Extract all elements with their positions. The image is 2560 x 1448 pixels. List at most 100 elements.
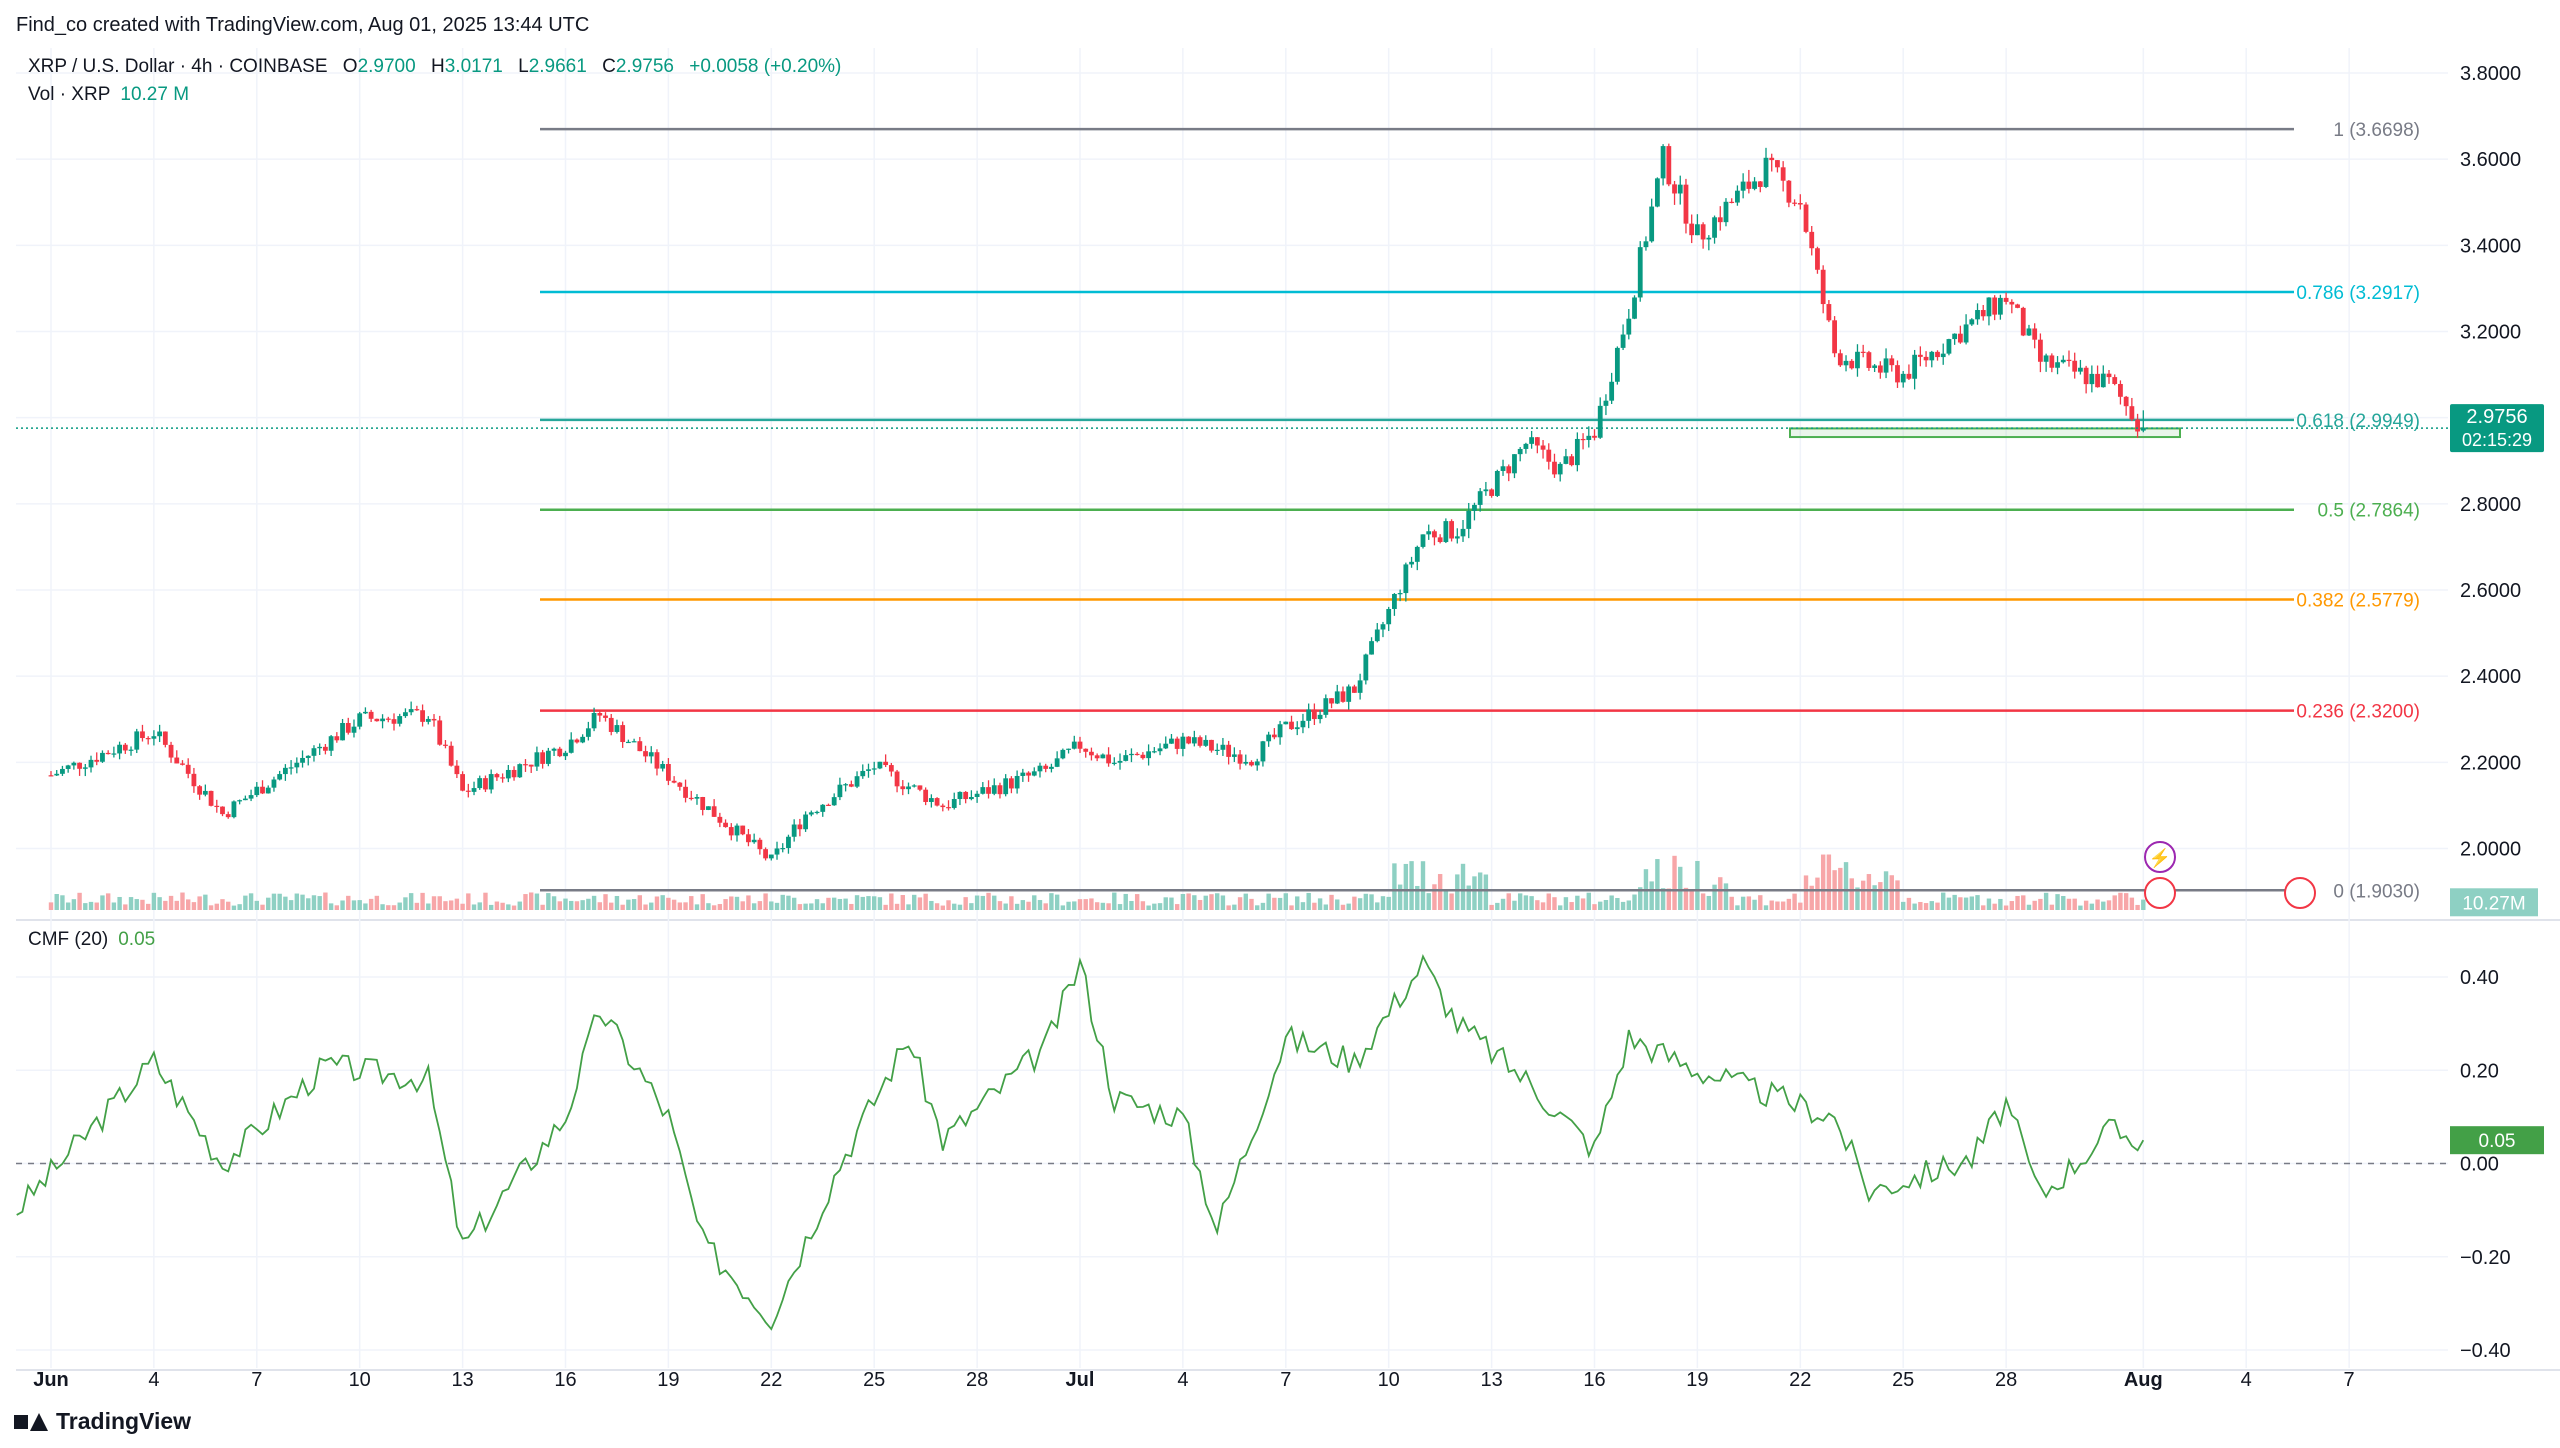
volume-bar <box>717 904 723 910</box>
volume-bar <box>2061 896 2066 910</box>
candle-body <box>122 744 128 751</box>
candle-body <box>231 801 237 818</box>
candle-body <box>1786 180 1792 203</box>
candle-body <box>1849 360 1855 369</box>
candle-body <box>808 812 814 815</box>
volume-bar <box>517 901 522 910</box>
volume-bar <box>1386 896 1391 910</box>
candle-body <box>1066 748 1071 750</box>
candle-body <box>168 744 174 758</box>
volume-bar <box>900 895 905 910</box>
fib-level-label: 1 (3.6698) <box>2333 120 2420 141</box>
candle-body <box>2140 428 2146 431</box>
candle-body <box>323 746 328 751</box>
candle-body <box>1026 772 1031 776</box>
candle-body <box>111 753 117 755</box>
candle-body <box>660 764 666 769</box>
volume-bar <box>1249 898 1254 910</box>
fib-level-label: 0.382 (2.5779) <box>2296 591 2420 612</box>
candle-body <box>963 791 969 800</box>
volume-bar <box>1826 854 1832 910</box>
volume-bar <box>580 900 585 910</box>
volume-bar <box>2089 903 2095 910</box>
volume-bar <box>460 903 465 910</box>
candle-body <box>1546 449 1552 462</box>
candle-body <box>717 816 723 823</box>
volume-bar <box>1009 896 1014 910</box>
candle-body <box>1843 360 1849 366</box>
volume-bar <box>391 905 397 910</box>
volume-bar <box>1620 901 1626 910</box>
volume-bar <box>2141 899 2146 910</box>
candle-body <box>1643 241 1649 248</box>
volume-bar <box>1169 897 1174 910</box>
candle-body <box>414 709 420 711</box>
volume-bar <box>883 904 888 910</box>
volume-bar <box>1363 893 1369 910</box>
candle-body <box>471 788 477 792</box>
volume-bar <box>843 898 848 910</box>
volume-bar <box>380 904 385 910</box>
volume-bar <box>2129 897 2135 910</box>
candle-body <box>2078 367 2083 372</box>
volume-bar <box>1695 860 1700 910</box>
volume-bar <box>1763 905 1769 910</box>
cmf-value: 0.05 <box>118 929 156 950</box>
candle-body <box>1014 775 1020 789</box>
volume-bar <box>2083 900 2089 910</box>
candle-body <box>911 785 917 787</box>
candle-body <box>1289 721 1294 730</box>
candle-body <box>1637 247 1643 298</box>
candle-body <box>1832 320 1837 354</box>
candle-body <box>1826 304 1832 321</box>
candle-body <box>1226 744 1232 757</box>
candle-body <box>711 806 717 817</box>
candle-body <box>1083 748 1089 752</box>
candle-body <box>1037 765 1043 772</box>
time-tick-label: 25 <box>1892 1369 1914 1391</box>
volume-bar <box>637 895 643 910</box>
volume-bar <box>997 901 1003 910</box>
volume-bar <box>631 899 637 910</box>
volume-bar <box>431 896 437 910</box>
volume-bar <box>1626 900 1631 910</box>
volume-bar <box>454 898 460 910</box>
candle-body <box>1935 351 1940 358</box>
candle-body <box>1895 365 1900 383</box>
volume-bar <box>500 902 505 910</box>
volume-bar <box>1552 897 1557 910</box>
volume-bar <box>94 902 99 910</box>
volume-bar <box>83 903 88 910</box>
candle-body <box>848 784 854 787</box>
cmf-tick-label: 0.40 <box>2460 967 2499 989</box>
candle-body <box>1723 201 1729 223</box>
tradingview-logo[interactable]: TradingView <box>14 1408 191 1435</box>
candle-body <box>631 741 637 743</box>
volume-bar <box>1226 905 1231 910</box>
candle-body <box>1586 435 1592 440</box>
time-tick-label: 4 <box>2241 1369 2252 1391</box>
volume-bar <box>1792 893 1797 910</box>
volume-bar <box>923 893 928 910</box>
volume-bar <box>1403 863 1409 910</box>
candle-body <box>591 713 597 729</box>
candle-body <box>294 762 300 768</box>
volume-bar <box>1392 863 1397 910</box>
candle-body <box>2038 339 2043 362</box>
candle-body <box>180 763 185 765</box>
volume-bar <box>2101 901 2106 910</box>
candle-body <box>225 814 231 818</box>
candle-body <box>751 839 757 843</box>
candle-body <box>185 764 191 774</box>
candle-body <box>1449 521 1454 539</box>
candle-body <box>1231 754 1237 757</box>
candle-body <box>1729 201 1735 203</box>
candle-body <box>1100 754 1106 759</box>
candle-body <box>1089 751 1094 756</box>
volume-bar <box>551 896 557 910</box>
time-tick-label: 13 <box>451 1369 473 1391</box>
volume-bar <box>940 905 945 910</box>
candle-body <box>1917 354 1923 357</box>
volume-bar <box>1649 881 1654 910</box>
